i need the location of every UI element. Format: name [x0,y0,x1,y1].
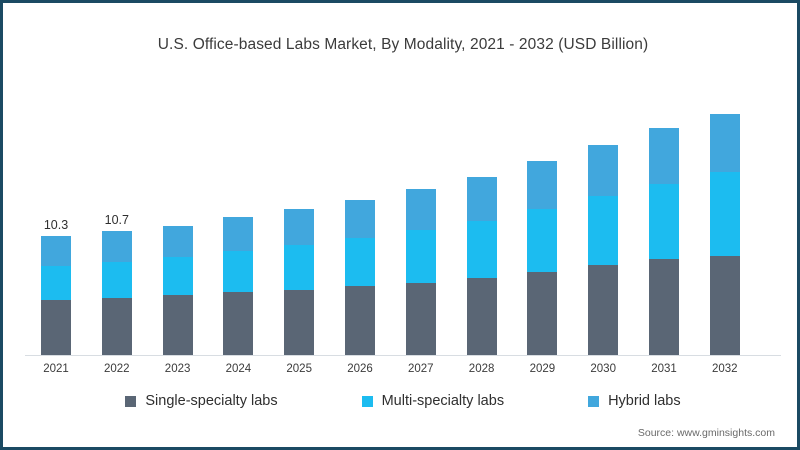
bar-segment[interactable] [162,225,193,257]
bar-group[interactable] [162,225,193,356]
plot-area: 10.3 10.7 [25,73,781,356]
legend-label: Multi-specialty labs [381,393,505,409]
bar-value-label: 10.7 [104,213,129,228]
bar-segment[interactable] [223,251,254,292]
bar-group[interactable] [649,127,679,356]
bar-segment[interactable] [405,282,436,356]
bar-segment[interactable] [162,256,193,296]
bar-segment[interactable] [162,295,193,356]
bar-segment[interactable] [345,238,375,287]
bar-segment[interactable] [284,289,315,356]
x-axis-tick-2030: 2030 [590,363,616,375]
bar-segment[interactable] [527,272,558,356]
bar-group[interactable] [284,209,315,356]
bar-segment[interactable] [41,300,71,356]
bar-group[interactable] [709,113,740,356]
chart-title: U.S. Office-based Labs Market, By Modali… [157,36,649,53]
x-axis-tick-2024: 2024 [225,363,252,375]
x-axis-line [25,355,781,356]
x-axis-tick-2021: 2021 [43,363,69,375]
bar-segment[interactable] [466,277,497,356]
bar-group[interactable]: 10.7 [101,213,132,356]
x-axis-tick-2026: 2026 [347,363,373,375]
x-axis-tick-2032: 2032 [712,363,738,375]
bar-segment[interactable] [41,236,71,267]
bar-segment[interactable] [101,261,132,298]
bar-segment[interactable] [101,297,132,356]
bar-group[interactable] [405,189,436,356]
source-attribution: Source: www.gminsights.com [637,427,775,439]
bar-segment[interactable] [709,171,740,256]
bar-segment[interactable] [649,127,679,184]
bar-segment[interactable] [466,176,497,221]
bar-group[interactable] [527,161,558,356]
bar-segment[interactable] [41,266,71,301]
legend-swatch-icon [588,395,600,407]
bar-segment[interactable] [649,259,679,356]
x-axis-tick-2022: 2022 [104,363,130,375]
bar-segment[interactable] [588,145,619,197]
bar-segment[interactable] [101,231,132,262]
bar-segment[interactable] [588,196,619,266]
bar-segment[interactable] [588,265,619,356]
bar-value-label: 10.3 [43,218,69,233]
bar-segment[interactable] [709,113,740,172]
legend-item[interactable]: Hybrid labs [588,393,681,409]
bar-group[interactable] [345,199,375,356]
x-axis-tick-2027: 2027 [408,363,434,375]
bar-segment[interactable] [223,291,254,356]
x-axis-tick-2031: 2031 [651,363,677,375]
bar-segment[interactable] [345,286,375,356]
bar-group[interactable] [588,145,619,356]
bar-segment[interactable] [527,161,558,210]
legend-swatch-icon [361,395,373,407]
legend-label: Single-specialty labs [145,393,278,409]
legend-swatch-icon [125,395,137,407]
bar-segment[interactable] [405,189,436,231]
bar-segment[interactable] [223,217,254,252]
x-axis-tick-2028: 2028 [468,363,495,375]
bar-segment[interactable] [709,255,740,356]
legend-item[interactable]: Multi-specialty labs [361,393,505,409]
bar-group[interactable] [223,217,254,356]
bar-segment[interactable] [527,209,558,273]
x-axis-tick-2023: 2023 [164,363,191,375]
bar-segment[interactable] [284,245,315,290]
x-axis-tick-2025: 2025 [286,363,312,375]
legend-label: Hybrid labs [608,393,681,409]
x-axis-labels: 2021 2022 2023 2024 2025 2026 2027 2028 2029 2030… [25,363,781,383]
bar-segment[interactable] [345,199,375,239]
bar-segment[interactable] [405,230,436,283]
bar-group[interactable] [466,176,497,356]
bar-segment[interactable] [284,209,315,246]
bar-segment[interactable] [649,183,679,260]
x-axis-tick-2029: 2029 [529,363,556,375]
bar-segment[interactable] [466,220,497,278]
chart-legend: Single-specialty labs Multi-specialty lab… [3,393,800,409]
legend-item[interactable]: Single-specialty labs [125,393,278,409]
bar-group[interactable]: 10.3 [41,218,71,356]
